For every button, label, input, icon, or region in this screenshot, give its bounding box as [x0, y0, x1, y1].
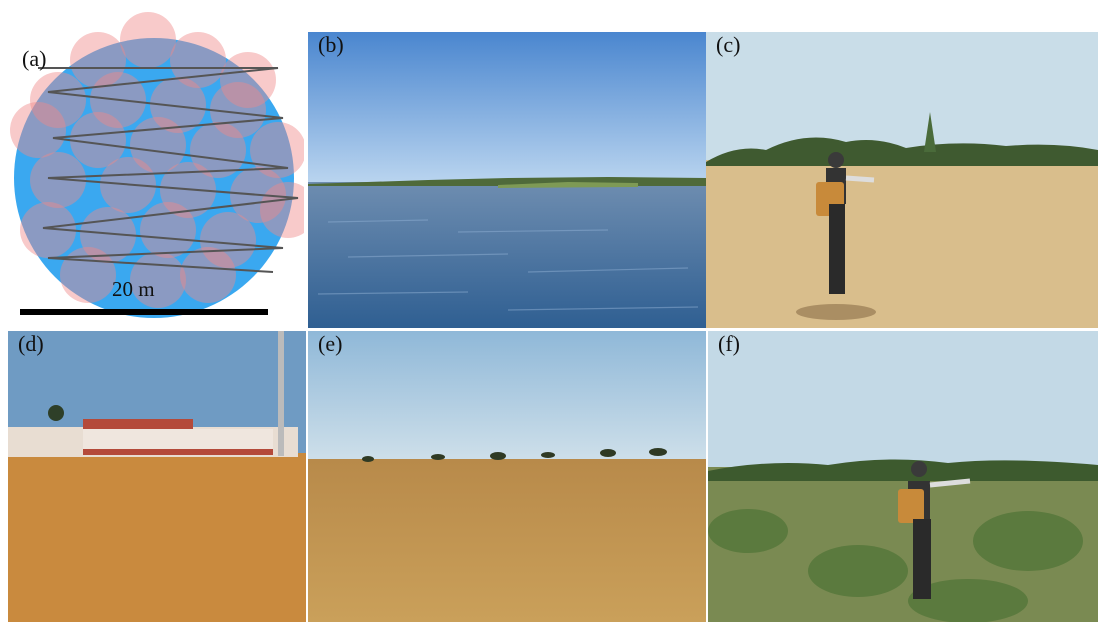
shrubland-photo — [708, 331, 1098, 622]
operator-figure — [816, 152, 875, 294]
sensor-footprint-circle — [120, 12, 176, 68]
sensor-footprint-circle — [70, 112, 126, 168]
panel-d-label: (d) — [18, 331, 44, 356]
lake-photo — [308, 32, 706, 328]
sensor-footprint-circle — [30, 152, 86, 208]
grassland-photo — [308, 331, 706, 622]
panel-f-shrubland-photo: (f) — [708, 331, 1098, 622]
walking-track-line — [38, 67, 299, 273]
sensor-footprint-circle — [30, 72, 86, 128]
panel-a-sampling-diagram: 20 m (a) — [8, 10, 304, 330]
sensor-footprint-circle — [70, 32, 126, 88]
panel-b-label: (b) — [318, 32, 344, 57]
panel-a-label: (a) — [22, 46, 47, 71]
panel-f-label: (f) — [718, 331, 740, 356]
plot-circle — [14, 38, 294, 318]
sensor-footprint-circle — [180, 247, 236, 303]
sensor-footprint-circle — [140, 202, 196, 258]
operator-figure — [898, 461, 971, 599]
bare-soil-photo — [8, 331, 306, 622]
panel-e-label: (e) — [318, 331, 343, 356]
sensor-footprint-circle — [150, 77, 206, 133]
sampling-diagram-svg: 20 m — [10, 12, 304, 318]
sensor-footprint-circle — [10, 102, 66, 158]
sensor-footprint-circle — [20, 202, 76, 258]
panel-e-grassland-photo: (e) — [308, 331, 706, 622]
panel-b-lake-photo: (b) — [308, 32, 706, 328]
panel-d-bare-soil-photo: (d) — [8, 331, 306, 622]
sensor-footprint-circle — [220, 52, 276, 108]
sand-photo — [706, 32, 1098, 328]
sensor-footprint-circle — [200, 212, 256, 268]
sensor-footprint-circle — [190, 122, 246, 178]
panel-c-label: (c) — [716, 32, 741, 57]
scale-bar-label: 20 m — [112, 277, 155, 301]
panel-c-sand-photo: (c) — [706, 32, 1098, 328]
